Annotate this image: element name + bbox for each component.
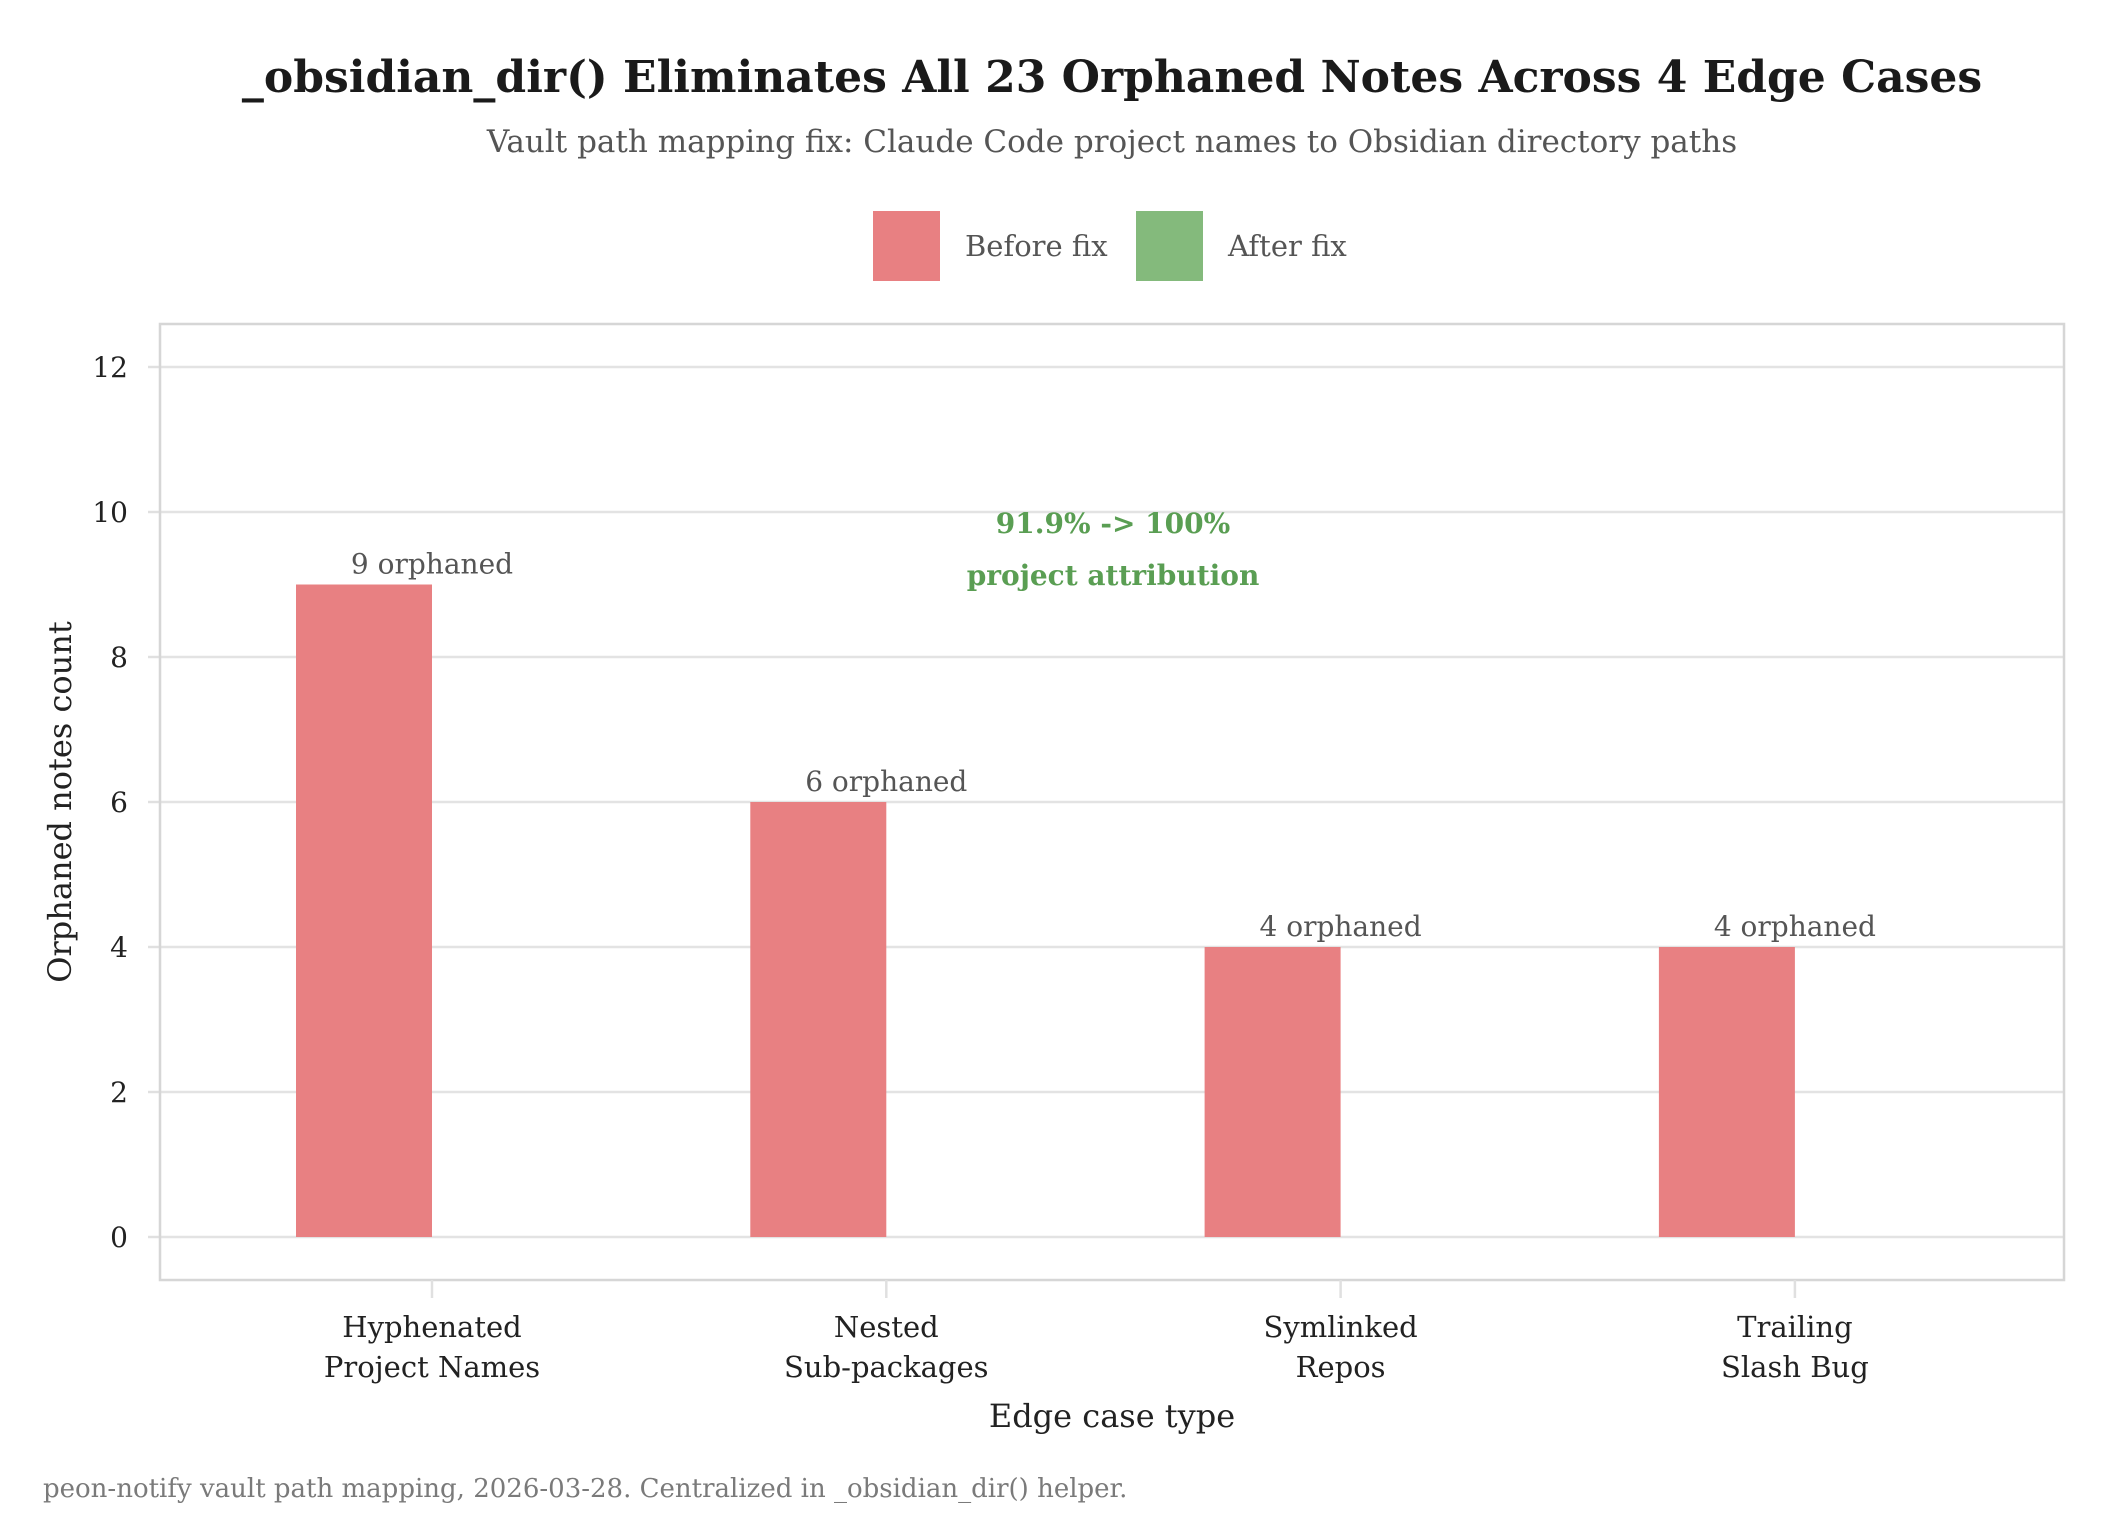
bar-value-label: 6 orphaned	[805, 765, 967, 798]
x-tick-label: Hyphenated Project Names	[324, 1310, 540, 1384]
chart-subtitle: Vault path mapping fix: Claude Code proj…	[486, 124, 1737, 160]
y-tick-label: 2	[110, 1076, 128, 1109]
x-tick-label-line: Symlinked	[1263, 1310, 1417, 1344]
chart-title: _obsidian_dir() Eliminates All 23 Orphan…	[242, 52, 1982, 103]
x-tick-label-line: Trailing	[1737, 1310, 1853, 1344]
x-axis-title: Edge case type	[989, 1397, 1235, 1435]
legend-key-after-fix	[1136, 211, 1203, 281]
legend-key-before-fix	[873, 211, 940, 281]
x-tick-label-line: Sub-packages	[784, 1350, 988, 1384]
y-tick-label: 8	[110, 641, 128, 674]
legend: Before fix After fix	[873, 211, 1347, 281]
y-axis-ticks: 0 2 4 6 8 10 12	[92, 351, 160, 1254]
bar-value-label: 4 orphaned	[1714, 910, 1876, 943]
y-tick-label: 0	[110, 1221, 128, 1254]
y-tick-label: 12	[92, 351, 128, 384]
legend-label: Before fix	[965, 229, 1108, 263]
x-axis-ticks: Hyphenated Project Names Nested Sub-package…	[324, 1280, 1869, 1384]
x-tick-label-line: Slash Bug	[1721, 1350, 1869, 1384]
annotation-line: 91.9% -> 100%	[996, 507, 1230, 540]
bar-before-fix-2	[1204, 947, 1341, 1237]
x-tick-label-line: Hyphenated	[342, 1310, 521, 1344]
bar-before-fix-1	[750, 802, 887, 1237]
y-axis-title: Orphaned notes count	[41, 621, 79, 983]
y-tick-label: 6	[110, 786, 128, 819]
x-tick-label-line: Nested	[834, 1310, 939, 1344]
annotation: 91.9% -> 100% project attribution	[967, 507, 1260, 592]
bars	[296, 584, 1795, 1237]
bar-before-fix-0	[296, 584, 432, 1237]
bar-value-label: 9 orphaned	[351, 548, 513, 581]
caption: peon-notify vault path mapping, 2026-03-…	[43, 1474, 1127, 1504]
bar-value-label: 4 orphaned	[1260, 910, 1422, 943]
annotation-line: project attribution	[967, 559, 1260, 592]
plot-panel-border	[158, 322, 2066, 1282]
x-tick-label: Trailing Slash Bug	[1721, 1310, 1869, 1384]
y-tick-label: 4	[110, 931, 128, 964]
x-tick-label: Symlinked Repos	[1263, 1310, 1417, 1384]
x-tick-label-line: Project Names	[324, 1350, 540, 1384]
gridlines	[160, 365, 2064, 1239]
legend-label: After fix	[1227, 229, 1347, 263]
bar-before-fix-3	[1658, 947, 1795, 1237]
x-tick-label-line: Repos	[1296, 1350, 1386, 1384]
x-tick-label: Nested Sub-packages	[784, 1310, 988, 1384]
bar-labels: 9 orphaned 6 orphaned 4 orphaned 4 orphaned	[351, 548, 1876, 944]
y-tick-label: 10	[92, 496, 128, 529]
